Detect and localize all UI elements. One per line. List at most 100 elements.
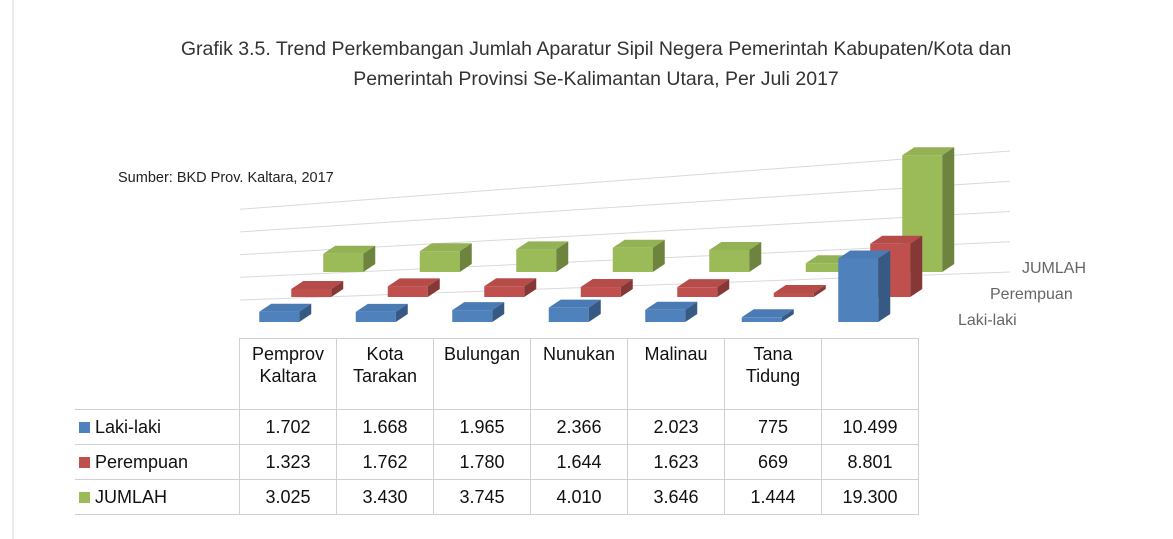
bar-top (387, 278, 440, 287)
value-label: 3.646 (627, 479, 725, 515)
value-label: 1.965 (433, 409, 531, 445)
bar (452, 302, 505, 322)
bar-side (910, 235, 923, 297)
bar-front (419, 251, 460, 272)
value-label: 4.010 (530, 479, 628, 515)
bar (516, 241, 569, 272)
bar (323, 245, 376, 272)
series-cell: JUMLAH (75, 479, 240, 515)
legend-label: Perempuan (95, 451, 189, 472)
bar-side (427, 278, 440, 297)
bar-front (677, 287, 718, 297)
bar-front (580, 287, 621, 297)
bar-top (645, 301, 698, 310)
bar (291, 280, 344, 297)
bar-top (870, 235, 923, 244)
bar-top (516, 241, 569, 250)
bar (419, 243, 472, 272)
table-corner (75, 338, 240, 410)
bar (355, 303, 408, 322)
bar-front (291, 288, 332, 297)
bar-top (419, 243, 472, 252)
bar (259, 303, 312, 322)
bar-front (645, 309, 686, 322)
bar-front (773, 292, 814, 297)
category-label: Bulungan (433, 338, 531, 410)
bar-side (492, 302, 505, 322)
bar-top (452, 302, 505, 311)
bar-front (387, 286, 428, 297)
bar-top (902, 147, 955, 156)
bar-side (331, 280, 344, 297)
bar-top (773, 284, 826, 293)
category-label: Malinau (627, 338, 725, 410)
bar-top (677, 279, 730, 288)
value-label: 3.025 (239, 479, 337, 515)
series-cell: Perempuan (75, 444, 240, 480)
bar-front (259, 311, 300, 322)
value-label: 1.702 (239, 409, 337, 445)
bar-top (355, 303, 408, 312)
bar-front (484, 286, 525, 297)
value-label: 3.430 (336, 479, 434, 515)
bar-top (580, 279, 633, 288)
bar (838, 250, 891, 322)
bar-top (291, 280, 344, 289)
value-label: 1.644 (530, 444, 628, 480)
table-row: JUMLAH 3.025 3.430 3.745 4.010 3.646 1.444 19.3… (75, 479, 919, 515)
value-label: 8.801 (821, 444, 919, 480)
value-label: 1.623 (627, 444, 725, 480)
bar-front (548, 307, 589, 322)
bar (773, 284, 826, 297)
bar-top (484, 278, 537, 287)
bar-front (355, 311, 396, 322)
bar-front (741, 317, 782, 322)
bar-side (363, 245, 376, 272)
value-label: 1.762 (336, 444, 434, 480)
depth-label: Laki-laki (958, 312, 1017, 329)
value-label: 2.023 (627, 409, 725, 445)
bar-side (299, 303, 312, 322)
bar-side (813, 284, 826, 297)
bar (741, 309, 794, 322)
bar-side (588, 299, 601, 322)
annotation: Sumber: BKD Prov. Kaltara, 2017 (118, 170, 334, 186)
bar-front (805, 263, 846, 272)
bar-front (709, 249, 750, 272)
data-table: Pemprov Kaltara Kota Tarakan Bulungan Nunuk… (75, 338, 919, 515)
category-label (821, 338, 919, 410)
bar-side (395, 303, 408, 322)
bar (645, 301, 698, 322)
table-header: Pemprov Kaltara Kota Tarakan Bulungan Nunuk… (75, 338, 919, 410)
bar-side (685, 301, 698, 322)
bar-side (556, 241, 569, 272)
bar-side (524, 278, 537, 297)
bar-front (838, 258, 879, 322)
bar (677, 279, 730, 297)
value-label: 1.780 (433, 444, 531, 480)
series-cell: Laki-laki (75, 409, 240, 445)
bar-top (612, 239, 665, 248)
bar-side (878, 250, 891, 322)
depth-label: JUMLAH (1022, 260, 1087, 277)
bar-top (709, 241, 762, 250)
value-label: 775 (724, 409, 822, 445)
category-label: Pemprov Kaltara (239, 338, 337, 410)
value-label: 10.499 (821, 409, 919, 445)
bar (548, 299, 601, 322)
bar (387, 278, 440, 297)
bar (484, 278, 537, 297)
category-label: Tana Tidung (724, 338, 822, 410)
chart-title: Grafik 3.5. Trend Perkembangan Jumlah Ap… (180, 38, 1012, 90)
table-row: Perempuan 1.323 1.762 1.780 1.644 1.623 669 8.8… (75, 444, 919, 480)
table-row: Laki-laki 1.702 1.668 1.965 2.366 2.023 775 10.… (75, 409, 919, 445)
bar-top (259, 303, 312, 312)
legend-swatch (79, 456, 90, 468)
bar-top (838, 250, 891, 259)
value-label: 19.300 (821, 479, 919, 515)
bar-side (942, 147, 955, 272)
bar-front (516, 249, 557, 272)
value-label: 1.444 (724, 479, 822, 515)
bar-side (717, 279, 730, 297)
